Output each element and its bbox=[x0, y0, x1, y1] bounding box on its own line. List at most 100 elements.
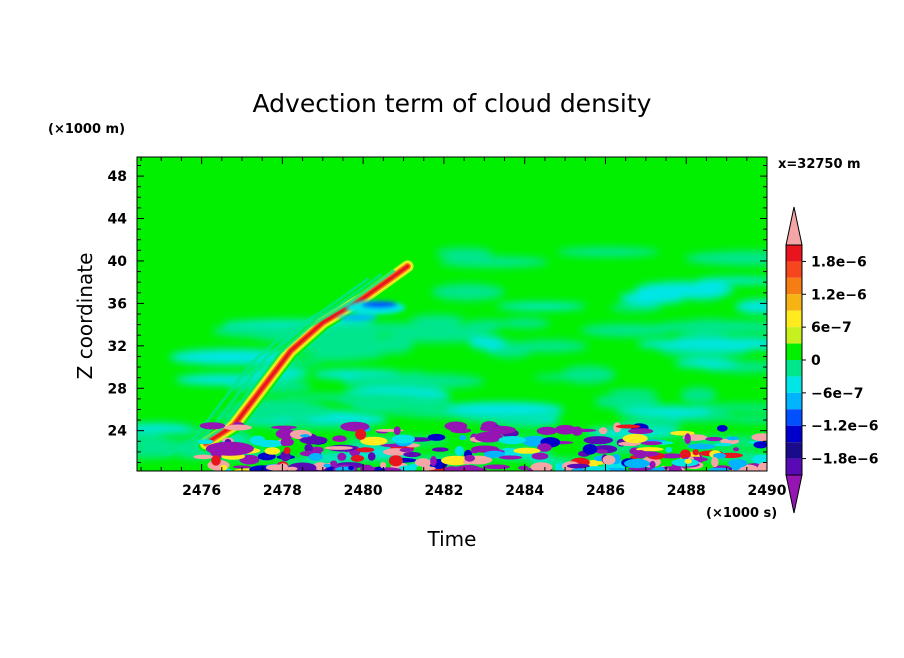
turbulent-cell bbox=[464, 454, 476, 462]
turbulent-cell bbox=[583, 436, 613, 445]
turbulent-cell bbox=[324, 446, 353, 450]
turbulent-cell bbox=[197, 439, 214, 445]
colorbar-label: 1.2e−6 bbox=[811, 287, 867, 303]
y-axis-title: Z coordinate bbox=[73, 253, 97, 380]
turbulent-cell bbox=[668, 465, 682, 471]
turbulent-cell bbox=[337, 452, 347, 461]
weak-negative-cell bbox=[680, 387, 717, 404]
onset-blob bbox=[205, 441, 254, 456]
weak-negative-cell bbox=[431, 283, 505, 301]
colorbar-swatch bbox=[786, 327, 802, 344]
turbulent-cell bbox=[615, 424, 641, 429]
colorbar-label: −1.8e−6 bbox=[811, 452, 879, 468]
colorbar-max-triangle bbox=[785, 206, 803, 246]
turbulent-cell bbox=[271, 425, 297, 430]
turbulent-cell bbox=[304, 443, 314, 453]
band-cell bbox=[608, 389, 658, 400]
turbulent-cell bbox=[649, 460, 656, 469]
x-tick-label: 2486 bbox=[586, 483, 625, 499]
weak-negative-cell bbox=[295, 355, 367, 362]
turbulent-cell bbox=[570, 468, 587, 471]
turbulent-cell bbox=[628, 428, 654, 434]
x-axis-title: Time bbox=[427, 527, 477, 551]
heatmap-field bbox=[137, 157, 767, 471]
turbulent-cell bbox=[211, 455, 221, 466]
weak-negative-cell bbox=[500, 317, 550, 329]
turbulent-cell bbox=[713, 443, 733, 447]
turbulent-layer bbox=[193, 421, 767, 471]
turbulent-cell bbox=[248, 455, 257, 461]
colorbar-label: 0 bbox=[811, 353, 821, 369]
colorbar-swatch bbox=[786, 458, 802, 475]
turbulent-cell bbox=[582, 466, 610, 471]
colorbar-min-triangle bbox=[785, 474, 803, 514]
colorbar-swatch bbox=[786, 442, 802, 459]
band-cell bbox=[723, 415, 767, 424]
turbulent-cell bbox=[711, 457, 719, 468]
y-unit-label: (×1000 m) bbox=[48, 122, 125, 137]
turbulent-cell bbox=[399, 448, 414, 453]
turbulent-cell bbox=[708, 467, 731, 471]
turbulent-cell bbox=[530, 462, 553, 471]
band-cell bbox=[351, 401, 406, 415]
colorbar: 1.8e−6 1.2e−6 6e−7 0 −6e−7 −1.2e−6 −1.8e−6 bbox=[785, 206, 879, 514]
weak-negative-cell bbox=[556, 246, 660, 257]
turbulent-cell bbox=[640, 441, 663, 446]
weak-negative-cell bbox=[579, 323, 674, 337]
colorbar-label: 1.8e−6 bbox=[811, 254, 867, 270]
turbulent-cell bbox=[232, 465, 251, 469]
turbulent-cell bbox=[536, 426, 558, 435]
band-cell bbox=[137, 434, 171, 448]
turbulent-cell bbox=[286, 466, 298, 471]
weak-negative-cell bbox=[696, 277, 767, 285]
turbulent-cell bbox=[554, 424, 576, 435]
turbulent-cell bbox=[595, 449, 609, 454]
turbulent-cell bbox=[424, 466, 436, 471]
weak-negative-cell bbox=[686, 318, 732, 327]
y-tick-label: 28 bbox=[108, 381, 127, 397]
turbulent-cell bbox=[758, 461, 767, 471]
band-cell bbox=[137, 423, 193, 434]
ridge-streak bbox=[191, 269, 396, 449]
colorbar-swatch bbox=[786, 376, 802, 393]
turbulent-cell bbox=[193, 454, 214, 460]
turbulent-cell bbox=[299, 436, 328, 445]
turbulent-cell bbox=[408, 463, 419, 468]
turbulent-cell bbox=[684, 458, 692, 464]
turbulent-cell bbox=[531, 452, 549, 460]
turbulent-cell bbox=[380, 461, 387, 469]
patch-inner bbox=[361, 301, 398, 309]
turbulent-cell bbox=[308, 453, 323, 461]
heatmap-features bbox=[137, 246, 767, 471]
turbulent-cell bbox=[733, 447, 739, 452]
turbulent-cell bbox=[264, 447, 281, 455]
turbulent-cell bbox=[275, 428, 296, 440]
turbulent-cell bbox=[356, 447, 375, 453]
turbulent-cell bbox=[330, 460, 338, 468]
weak-negative-cell bbox=[496, 302, 587, 310]
turbulent-cell bbox=[470, 449, 479, 454]
x-tick-label: 2490 bbox=[748, 483, 787, 499]
y-tick-label: 36 bbox=[108, 296, 127, 312]
y-tick-label: 44 bbox=[108, 212, 128, 228]
patch-lower bbox=[337, 314, 378, 321]
turbulent-cell bbox=[498, 436, 526, 445]
turbulent-cell bbox=[482, 464, 510, 470]
turbulent-cell bbox=[483, 450, 506, 458]
turbulent-cell bbox=[751, 433, 767, 442]
colorbar-swatch bbox=[786, 277, 802, 295]
turbulent-cell bbox=[393, 426, 401, 435]
turbulent-cell bbox=[313, 462, 327, 471]
turbulent-cell bbox=[692, 449, 699, 456]
turbulent-cell bbox=[414, 458, 432, 467]
colorbar-label: −6e−7 bbox=[811, 386, 863, 402]
weak-negative-cell bbox=[610, 303, 662, 312]
turbulent-cell bbox=[474, 431, 503, 443]
weak-negative-cell bbox=[435, 247, 493, 259]
turbulent-cell bbox=[265, 464, 287, 471]
colorbar-swatch bbox=[786, 343, 802, 360]
weak-negative-cell bbox=[341, 373, 486, 390]
onset-pink bbox=[223, 424, 252, 431]
weak-negative-cell bbox=[409, 314, 466, 325]
annotation-label: x=32750 m bbox=[778, 157, 861, 172]
